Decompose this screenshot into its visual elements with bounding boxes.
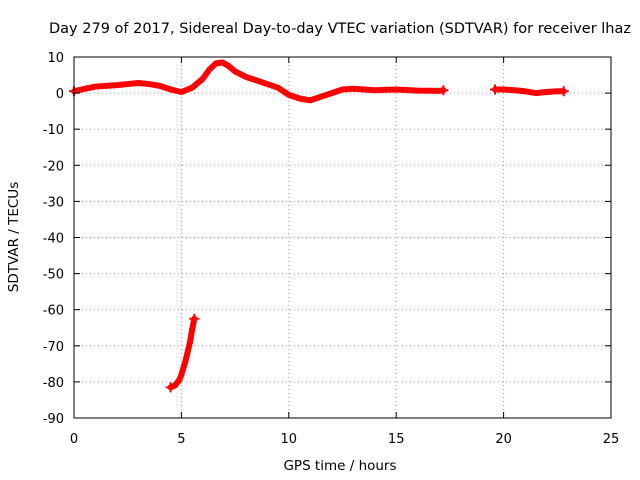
y-tick-label: -70	[43, 340, 64, 355]
series-endpoint-marker	[438, 85, 449, 96]
x-tick-label: 20	[495, 432, 512, 447]
x-tick-label: 5	[177, 432, 185, 447]
data-layer	[69, 59, 569, 393]
grid-layer	[74, 57, 611, 418]
series-endpoint-marker	[165, 382, 176, 393]
y-axis-title: SDTVAR / TECUs	[6, 182, 22, 292]
y-tick-label: -60	[43, 304, 64, 319]
y-tick-label: -20	[43, 159, 64, 174]
series-main-track	[71, 59, 447, 104]
y-tick-label: -80	[43, 376, 64, 391]
y-tick-label: -30	[43, 195, 64, 210]
y-tick-label: -90	[43, 412, 64, 427]
x-axis-title: GPS time / hours	[283, 458, 396, 474]
x-tick-label: 0	[70, 432, 78, 447]
tick-layer: 0 5 10 15 20 25 10 0 -10 -20 -30 -40 -50 -60 -70 -80 -90	[43, 51, 620, 447]
y-tick-label: 0	[56, 87, 64, 102]
y-tick-label: -10	[43, 123, 64, 138]
y-tick-label: -40	[43, 232, 64, 247]
y-tick-label: 10	[47, 51, 64, 66]
series-outlier-arc	[167, 315, 198, 391]
x-tick-label: 25	[603, 432, 620, 447]
series-endpoint-marker	[490, 84, 501, 95]
x-tick-label: 10	[281, 432, 298, 447]
chart-title: Day 279 of 2017, Sidereal Day-to-day VTE…	[49, 21, 631, 37]
y-tick-label: -50	[43, 268, 64, 283]
series-endpoint-marker	[558, 86, 569, 97]
x-tick-label: 15	[388, 432, 405, 447]
series-endpoint-marker	[189, 313, 200, 324]
series-late-track	[492, 86, 567, 97]
